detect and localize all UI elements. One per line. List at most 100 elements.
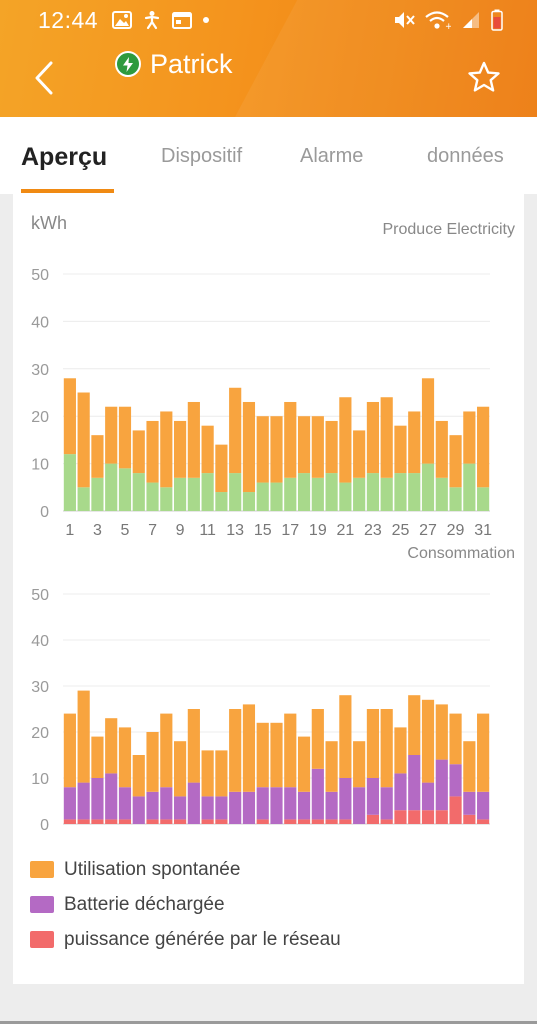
chart-bar	[284, 787, 297, 820]
x-tick-label: 3	[93, 522, 102, 539]
x-tick-label: 11	[199, 522, 216, 539]
y-axis-unit: kWh	[31, 213, 67, 233]
chart-bar	[394, 773, 407, 811]
chart-bar	[118, 727, 132, 788]
chart-bar	[146, 791, 159, 820]
legend-item-batterie: Batterie déchargée	[30, 887, 341, 922]
chart-bar	[463, 741, 476, 792]
chart-bar	[297, 736, 311, 792]
signal-icon	[463, 12, 479, 28]
chart-bar	[366, 401, 380, 474]
chart-bar	[146, 420, 159, 483]
legend-item-reseau: puissance générée par le réseau	[30, 922, 341, 957]
chart-bar	[77, 487, 90, 511]
y-tick-label: 30	[31, 679, 49, 696]
chart-bar	[146, 819, 159, 824]
x-tick-label: 25	[392, 522, 410, 539]
y-tick-label: 20	[31, 725, 49, 742]
tab-apercu[interactable]: Aperçu	[21, 143, 108, 171]
chart-bar	[242, 791, 256, 824]
chart-bar	[477, 713, 490, 792]
chart-bar	[187, 709, 200, 783]
chart-bar	[242, 704, 256, 792]
chart-bar	[380, 787, 393, 820]
mute-icon	[395, 12, 415, 28]
chart-bar	[132, 755, 145, 797]
chart-bar	[215, 492, 228, 511]
chart-bar	[270, 416, 283, 483]
legend-label: Utilisation spontanée	[64, 858, 241, 880]
chart-bar	[284, 713, 297, 788]
chart-bar	[63, 819, 76, 824]
chart-bar	[284, 401, 297, 478]
chart-bar	[105, 463, 118, 511]
chart-bar	[160, 819, 173, 824]
chart-bar	[325, 473, 338, 511]
chart-bar	[353, 430, 366, 478]
chart-bar	[77, 782, 90, 820]
chart-bar	[380, 709, 393, 788]
chart-bar	[408, 473, 421, 511]
chart-bar	[421, 810, 435, 824]
y-tick-label: 10	[31, 457, 49, 474]
chart-bar	[449, 764, 462, 797]
chart-bar	[256, 482, 269, 511]
chart-bar	[105, 406, 118, 464]
status-bar: 12:44	[0, 0, 537, 40]
chart-title-consommation: Consommation	[407, 545, 515, 562]
tab-alarme[interactable]: Alarme	[300, 145, 364, 167]
chart-bar	[173, 796, 187, 820]
chart-bar	[435, 420, 448, 478]
y-tick-label: 40	[31, 633, 49, 650]
status-time: 12:44	[38, 7, 99, 33]
chart-bar	[421, 463, 435, 511]
chart-bar	[215, 819, 228, 824]
y-tick-label: 0	[40, 504, 49, 521]
chart-bar	[421, 378, 435, 464]
chart-bar	[477, 791, 490, 820]
chart-bar	[201, 425, 214, 474]
tab-dispositif[interactable]: Dispositif	[161, 145, 243, 167]
chart-legend: Utilisation spontanée Batterie déchargée…	[30, 852, 341, 957]
legend-swatch-purple	[30, 896, 54, 913]
svg-text:+: +	[445, 22, 451, 30]
chart-bar	[256, 722, 269, 788]
chart-bar	[311, 768, 324, 820]
online-status-icon	[115, 51, 141, 77]
chart-bar	[146, 732, 159, 792]
chart-bar	[146, 482, 159, 511]
back-button[interactable]	[24, 56, 64, 100]
calendar-icon	[172, 12, 192, 29]
chart-bar	[339, 695, 352, 778]
chart-bar	[63, 454, 76, 511]
x-tick-label: 21	[336, 522, 354, 539]
chart-bar	[311, 416, 324, 478]
chart-bar	[297, 473, 311, 511]
chart-bar	[380, 819, 393, 824]
chart-bar	[229, 387, 242, 474]
chart-bar	[449, 713, 462, 765]
chart-bar	[63, 787, 76, 820]
chart-bar	[297, 791, 311, 820]
chart-bar	[408, 810, 421, 824]
chart-bar	[311, 477, 324, 511]
chart-bar	[215, 796, 228, 820]
chart-bar	[325, 741, 338, 792]
chart-bar	[256, 787, 269, 820]
y-tick-label: 30	[31, 362, 49, 379]
chart-bar	[77, 690, 90, 783]
chart-bar	[91, 435, 104, 478]
battery-icon	[491, 9, 503, 31]
chart-bar	[435, 477, 448, 511]
chart-bar	[339, 819, 352, 824]
favorite-star-icon[interactable]	[467, 60, 501, 94]
chart-bar	[408, 411, 421, 474]
chart-bar	[435, 704, 448, 760]
chart-bar	[160, 487, 173, 511]
chart-bar	[297, 416, 311, 474]
chart-bar	[366, 709, 380, 778]
chart-bar	[215, 750, 228, 797]
chart-bar	[118, 406, 132, 469]
tab-donnees[interactable]: données	[427, 145, 504, 167]
